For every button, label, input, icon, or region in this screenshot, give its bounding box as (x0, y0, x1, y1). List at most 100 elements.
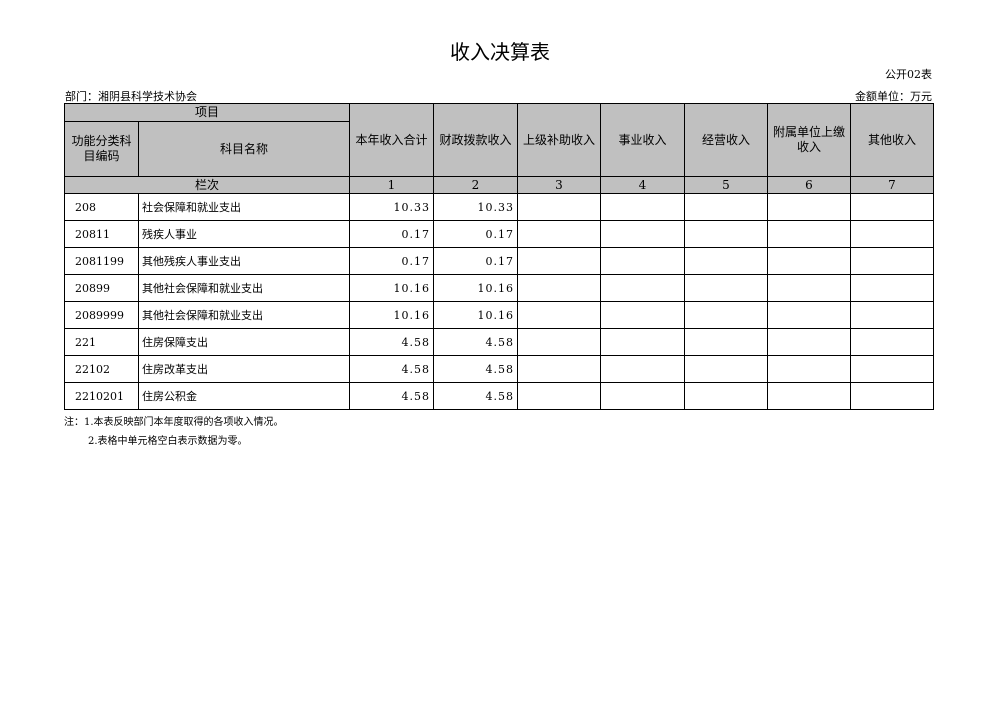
note-1: 注：1.本表反映部门本年度取得的各项收入情况。 (64, 417, 284, 428)
cell-empty (517, 355, 601, 383)
table-row: 221 住房保障支出 4.58 4.58 (64, 328, 934, 356)
header-col: 本年收入合计 (349, 103, 434, 177)
cell-empty (600, 274, 685, 302)
cell-empty (600, 220, 685, 248)
cell-empty (600, 355, 685, 383)
cell-total: 4.58 (349, 382, 434, 410)
cell-fiscal: 10.16 (433, 301, 518, 329)
cell-empty (850, 274, 934, 302)
cell-fiscal: 10.33 (433, 193, 518, 221)
column-number: 5 (684, 176, 768, 194)
cell-empty (767, 382, 851, 410)
header-col: 上级补助收入 (517, 103, 601, 177)
cell-total: 10.16 (349, 274, 434, 302)
cell-code: 2210201 (64, 382, 139, 410)
cell-empty (517, 328, 601, 356)
header-col: 财政拨款收入 (433, 103, 518, 177)
column-number: 3 (517, 176, 601, 194)
cell-empty (517, 247, 601, 275)
cell-fiscal: 0.17 (433, 220, 518, 248)
cell-fiscal: 10.16 (433, 274, 518, 302)
header-row-label: 栏次 (64, 176, 350, 194)
cell-empty (850, 328, 934, 356)
cell-empty (767, 301, 851, 329)
table-row: 2081199 其他残疾人事业支出 0.17 0.17 (64, 247, 934, 275)
table-row: 22102 住房改革支出 4.58 4.58 (64, 355, 934, 383)
table-row: 2210201 住房公积金 4.58 4.58 (64, 382, 934, 410)
cell-empty (850, 301, 934, 329)
header-name: 科目名称 (138, 121, 350, 177)
cell-empty (767, 328, 851, 356)
table-row: 208 社会保障和就业支出 10.33 10.33 (64, 193, 934, 221)
cell-empty (517, 220, 601, 248)
cell-empty (767, 355, 851, 383)
amount-unit: 金额单位：万元 (855, 90, 932, 103)
cell-code: 208 (64, 193, 139, 221)
cell-empty (767, 220, 851, 248)
cell-name: 住房改革支出 (138, 355, 350, 383)
cell-empty (850, 355, 934, 383)
cell-total: 10.33 (349, 193, 434, 221)
cell-empty (684, 355, 768, 383)
income-table: 项目 本年收入合计 财政拨款收入 上级补助收入 事业收入 经营收入 附属单位上缴… (64, 103, 934, 410)
note-2: 2.表格中单元格空白表示数据为零。 (88, 436, 248, 447)
cell-empty (517, 382, 601, 410)
cell-code: 2089999 (64, 301, 139, 329)
cell-code: 20899 (64, 274, 139, 302)
cell-name: 残疾人事业 (138, 220, 350, 248)
column-number: 7 (850, 176, 934, 194)
header-col: 附属单位上缴收入 (767, 103, 851, 177)
cell-empty (684, 328, 768, 356)
cell-empty (684, 382, 768, 410)
header-col: 事业收入 (600, 103, 685, 177)
department: 部门：湘阴县科学技术协会 (65, 90, 197, 103)
cell-empty (600, 382, 685, 410)
cell-empty (684, 220, 768, 248)
cell-fiscal: 4.58 (433, 355, 518, 383)
cell-empty (600, 193, 685, 221)
column-number: 1 (349, 176, 434, 194)
cell-empty (767, 193, 851, 221)
cell-empty (767, 247, 851, 275)
cell-fiscal: 4.58 (433, 328, 518, 356)
cell-empty (850, 247, 934, 275)
column-number: 4 (600, 176, 685, 194)
cell-name: 住房公积金 (138, 382, 350, 410)
header-item: 项目 (64, 103, 350, 122)
cell-empty (850, 193, 934, 221)
cell-empty (850, 220, 934, 248)
cell-code: 22102 (64, 355, 139, 383)
form-number: 公开02表 (885, 68, 932, 81)
table-row: 20811 残疾人事业 0.17 0.17 (64, 220, 934, 248)
cell-name: 社会保障和就业支出 (138, 193, 350, 221)
cell-empty (684, 247, 768, 275)
cell-empty (517, 193, 601, 221)
cell-empty (684, 301, 768, 329)
column-number: 6 (767, 176, 851, 194)
header-col: 经营收入 (684, 103, 768, 177)
cell-total: 4.58 (349, 328, 434, 356)
page-title: 收入决算表 (450, 40, 550, 64)
header-col: 其他收入 (850, 103, 934, 177)
column-number: 2 (433, 176, 518, 194)
cell-fiscal: 4.58 (433, 382, 518, 410)
cell-total: 0.17 (349, 220, 434, 248)
cell-fiscal: 0.17 (433, 247, 518, 275)
header-code: 功能分类科目编码 (64, 121, 139, 177)
cell-empty (600, 247, 685, 275)
cell-name: 其他残疾人事业支出 (138, 247, 350, 275)
table-row: 20899 其他社会保障和就业支出 10.16 10.16 (64, 274, 934, 302)
cell-empty (684, 193, 768, 221)
cell-empty (767, 274, 851, 302)
cell-name: 其他社会保障和就业支出 (138, 274, 350, 302)
cell-total: 10.16 (349, 301, 434, 329)
cell-code: 221 (64, 328, 139, 356)
cell-total: 4.58 (349, 355, 434, 383)
cell-empty (850, 382, 934, 410)
cell-name: 住房保障支出 (138, 328, 350, 356)
cell-total: 0.17 (349, 247, 434, 275)
cell-empty (517, 301, 601, 329)
cell-code: 2081199 (64, 247, 139, 275)
cell-empty (517, 274, 601, 302)
